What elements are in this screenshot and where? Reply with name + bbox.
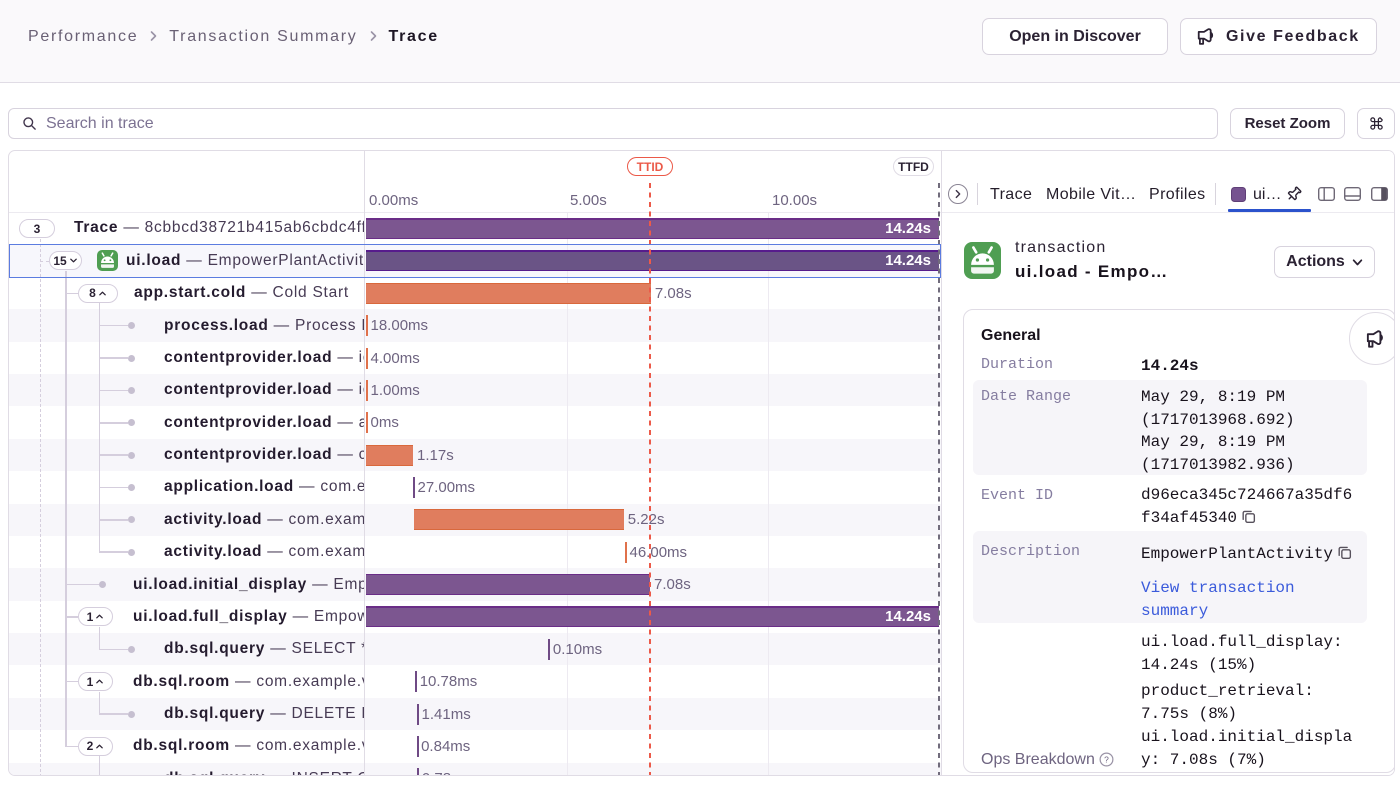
- svg-text:?: ?: [1104, 754, 1109, 764]
